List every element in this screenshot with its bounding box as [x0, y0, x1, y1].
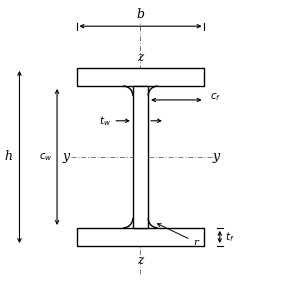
Text: r: r [157, 224, 198, 247]
Text: h: h [4, 151, 13, 164]
Text: $t_w$: $t_w$ [99, 114, 111, 128]
Text: $t_f$: $t_f$ [225, 230, 234, 244]
Text: z: z [137, 51, 144, 64]
Bar [133, 86, 148, 228]
Bar [76, 68, 205, 86]
Text: y: y [62, 151, 70, 164]
Text: y: y [213, 151, 220, 164]
Text: $c_f$: $c_f$ [210, 91, 221, 103]
Text: z: z [137, 254, 144, 267]
Bar [76, 228, 205, 246]
Text: $c_w$: $c_w$ [39, 151, 53, 163]
Text: b: b [137, 8, 144, 21]
